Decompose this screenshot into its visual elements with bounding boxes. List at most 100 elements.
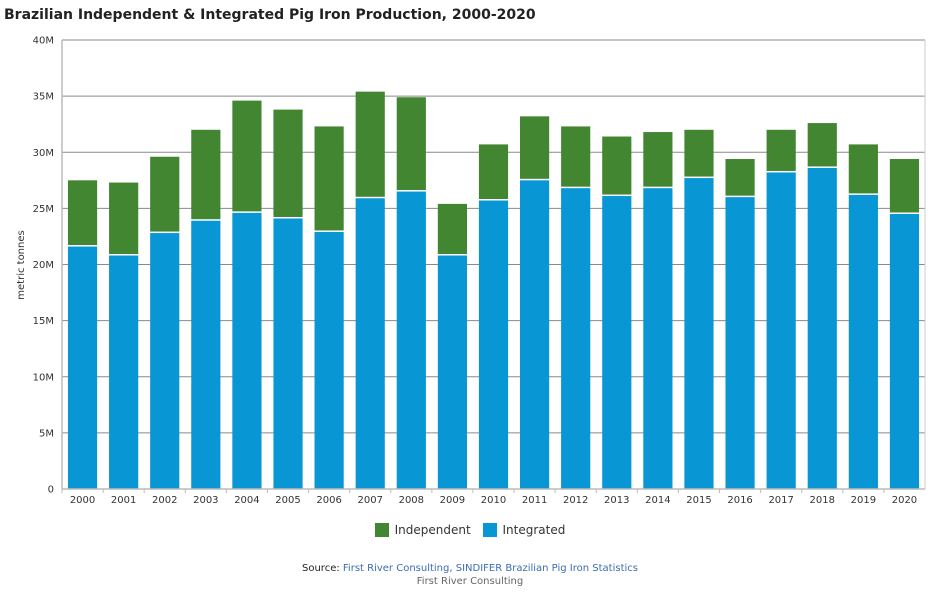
bar-integrated-2017[interactable]	[766, 172, 796, 489]
bar-independent-2002[interactable]	[150, 156, 180, 232]
legend-swatch-independent	[374, 523, 389, 537]
bar-stack-2012[interactable]	[561, 126, 591, 490]
bar-stack-2018[interactable]	[807, 123, 837, 489]
x-tick-label: 2019	[851, 495, 876, 506]
chart-title: Brazilian Independent & Integrated Pig I…	[4, 7, 536, 23]
bar-stack-2005[interactable]	[273, 109, 303, 490]
bar-integrated-2008[interactable]	[396, 191, 426, 489]
bar-independent-2004[interactable]	[232, 100, 262, 212]
x-tick-labels: 2000 2001 2002 2003 2004 2005 2006 2007 2008 2009…	[70, 495, 917, 506]
bar-independent-2017[interactable]	[766, 129, 796, 171]
y-tick-label: 40M	[33, 36, 54, 47]
bar-independent-2008[interactable]	[396, 97, 426, 191]
bar-independent-2003[interactable]	[191, 129, 221, 220]
x-tick-label: 2009	[440, 495, 465, 506]
bar-stack-2004[interactable]	[232, 100, 262, 490]
source-prefix: Source:	[302, 563, 343, 574]
bar-integrated-2020[interactable]	[889, 213, 920, 490]
bar-stack-2009[interactable]	[437, 203, 467, 489]
y-tick-label: 30M	[33, 148, 54, 159]
legend-label-integrated: Integrated	[502, 523, 566, 537]
bar-stack-2014[interactable]	[643, 132, 673, 490]
legend-item-integrated[interactable]: Integrated	[482, 523, 566, 537]
bar-stack-2010[interactable]	[478, 144, 509, 489]
bar-stack-2020[interactable]	[889, 158, 920, 490]
bar-independent-2010[interactable]	[478, 144, 509, 200]
bar-integrated-2012[interactable]	[561, 188, 591, 490]
bar-integrated-2004[interactable]	[232, 212, 262, 490]
bar-independent-2016[interactable]	[725, 158, 755, 196]
bar-stack-2002[interactable]	[150, 156, 180, 489]
bar-independent-2005[interactable]	[273, 109, 303, 217]
x-tick-label: 2015	[686, 495, 711, 506]
bar-stack-2019[interactable]	[848, 144, 878, 489]
bar-stack-2011[interactable]	[520, 116, 550, 489]
bar-integrated-2000[interactable]	[67, 246, 98, 489]
bar-stack-2000[interactable]	[67, 180, 98, 489]
bar-independent-2000[interactable]	[67, 180, 98, 246]
bar-stack-2015[interactable]	[684, 129, 714, 489]
bar-integrated-2019[interactable]	[848, 194, 878, 489]
x-tick-label: 2012	[563, 495, 588, 506]
bar-integrated-2007[interactable]	[355, 198, 385, 489]
x-tick-label: 2006	[316, 495, 341, 506]
bar-integrated-2014[interactable]	[643, 188, 673, 490]
x-tick-label: 2010	[481, 495, 506, 506]
x-tick-label: 2002	[152, 495, 177, 506]
bar-stack-2008[interactable]	[396, 97, 426, 489]
bar-independent-2018[interactable]	[807, 123, 837, 167]
bar-integrated-2009[interactable]	[437, 255, 467, 489]
bar-integrated-2002[interactable]	[150, 233, 180, 489]
bar-independent-2020[interactable]	[889, 158, 920, 213]
source-separator: ,	[449, 563, 456, 574]
y-tick-labels: 0 5M 10M 15M 20M 25M 30M 35M 40M	[33, 36, 54, 496]
bar-stack-2001[interactable]	[109, 182, 139, 489]
x-tick-label: 2007	[357, 495, 382, 506]
bar-integrated-2005[interactable]	[273, 218, 303, 490]
legend-item-independent[interactable]: Independent	[374, 523, 471, 537]
bar-independent-2012[interactable]	[561, 126, 591, 187]
bar-integrated-2018[interactable]	[807, 167, 837, 489]
y-axis-label: metric tonnes	[16, 230, 27, 299]
bar-stack-2013[interactable]	[602, 136, 632, 489]
bar-independent-2011[interactable]	[520, 116, 550, 179]
bar-integrated-2015[interactable]	[684, 178, 714, 489]
x-tick-label: 2013	[604, 495, 629, 506]
source-link-first-river[interactable]: First River Consulting	[342, 563, 450, 574]
source-link-sindifer[interactable]: SINDIFER Brazilian Pig Iron Statistics	[455, 563, 638, 574]
x-tick-label: 2020	[892, 495, 917, 506]
bar-independent-2014[interactable]	[643, 132, 673, 187]
bar-independent-2019[interactable]	[848, 144, 878, 194]
x-tick-label: 2018	[810, 495, 835, 506]
x-tick-label: 2016	[727, 495, 752, 506]
bar-integrated-2010[interactable]	[478, 200, 509, 489]
y-tick-label: 15M	[33, 316, 54, 327]
bar-integrated-2006[interactable]	[314, 231, 344, 489]
bar-independent-2007[interactable]	[355, 91, 385, 197]
x-tick-label: 2008	[399, 495, 424, 506]
bar-integrated-2001[interactable]	[109, 255, 139, 489]
y-tick-label: 0	[48, 485, 54, 496]
x-tick-label: 2001	[111, 495, 136, 506]
bar-integrated-2016[interactable]	[725, 197, 755, 489]
bar-independent-2006[interactable]	[314, 126, 344, 231]
bar-stack-2016[interactable]	[725, 158, 755, 489]
bar-independent-2001[interactable]	[109, 182, 139, 255]
bar-independent-2013[interactable]	[602, 136, 632, 195]
bar-stack-2017[interactable]	[766, 129, 796, 489]
x-tick-label: 2000	[70, 495, 95, 506]
x-tick-label: 2014	[645, 495, 670, 506]
legend-label-independent: Independent	[394, 523, 471, 537]
bar-integrated-2011[interactable]	[520, 180, 550, 489]
source-note: Source: First River Consulting, SINDIFER…	[0, 562, 940, 588]
bar-independent-2015[interactable]	[684, 129, 714, 177]
y-tick-label: 35M	[33, 92, 54, 103]
axes	[61, 40, 926, 493]
bar-independent-2009[interactable]	[437, 203, 467, 255]
bar-stack-2003[interactable]	[191, 129, 221, 489]
bar-integrated-2013[interactable]	[602, 196, 632, 489]
bar-integrated-2003[interactable]	[191, 220, 221, 489]
x-tick-label: 2003	[193, 495, 218, 506]
bar-stack-2007[interactable]	[355, 91, 385, 489]
bar-stack-2006[interactable]	[314, 126, 344, 489]
